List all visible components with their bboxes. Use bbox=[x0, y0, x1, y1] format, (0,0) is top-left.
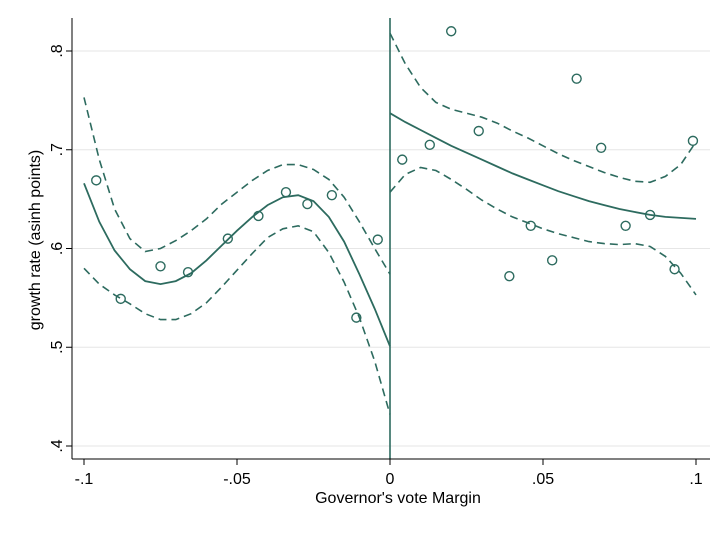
scatter-point bbox=[620, 220, 631, 231]
scatter-point bbox=[504, 270, 515, 282]
scatter-point bbox=[372, 234, 383, 245]
scatter-point bbox=[397, 154, 408, 165]
ci-lower-left bbox=[83, 224, 391, 415]
scatter-point bbox=[424, 139, 435, 151]
scatter-point bbox=[155, 261, 166, 272]
scatter-point bbox=[525, 220, 536, 231]
scatter-point bbox=[669, 264, 680, 275]
ci-upper-left bbox=[83, 97, 391, 275]
scatter-point bbox=[222, 233, 234, 244]
scatter-point bbox=[351, 312, 362, 323]
y-tick-label: .8 bbox=[49, 44, 66, 57]
scatter-point bbox=[473, 125, 484, 137]
x-tick-label: .05 bbox=[532, 471, 554, 488]
x-tick-label: -.1 bbox=[75, 471, 94, 488]
y-tick-label: .7 bbox=[49, 143, 66, 156]
gridlines bbox=[72, 50, 710, 447]
x-axis-label: Governor's vote Margin bbox=[315, 490, 481, 507]
scatter-point bbox=[302, 198, 313, 210]
scatter-point bbox=[687, 135, 699, 147]
scatter-points bbox=[91, 26, 699, 323]
scatter-point bbox=[571, 73, 582, 84]
scatter-point bbox=[115, 293, 126, 305]
ci-upper-right bbox=[389, 32, 697, 184]
scatter-point bbox=[446, 26, 457, 37]
scatter-point bbox=[91, 175, 102, 186]
axes bbox=[71, 18, 710, 460]
scatter-point bbox=[326, 189, 338, 201]
y-tick-label: .5 bbox=[49, 340, 66, 353]
scatter-point bbox=[253, 210, 264, 222]
x-tick-label: -.05 bbox=[223, 471, 251, 488]
ticks: .4 .5 .6 .7 .8 -.1 -.05 0 .05 .1 bbox=[49, 44, 703, 488]
y-axis-label: growth rate (asinh points) bbox=[27, 150, 44, 331]
y-tick-label: .6 bbox=[49, 242, 66, 255]
fit-line-left bbox=[83, 182, 391, 347]
x-tick-label: 0 bbox=[386, 471, 395, 488]
y-tick-label: .4 bbox=[49, 439, 66, 452]
x-tick-label: .1 bbox=[689, 471, 702, 488]
scatter-point bbox=[546, 255, 558, 266]
scatter-point bbox=[280, 187, 292, 198]
scatter-point bbox=[182, 267, 194, 278]
scatter-point bbox=[644, 209, 656, 221]
scatter-point bbox=[595, 142, 607, 153]
confidence-bands bbox=[83, 32, 697, 415]
